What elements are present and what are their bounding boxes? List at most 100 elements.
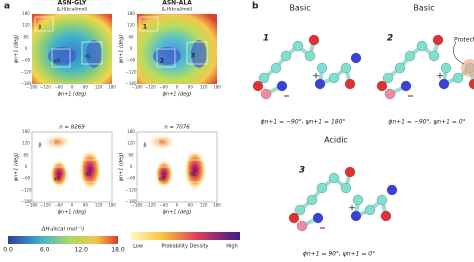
atom [404, 50, 416, 62]
region-label: 1 [143, 24, 147, 31]
region-box [34, 16, 54, 32]
colorbar-label: ΔHᵤ(kcal mol⁻¹) [41, 226, 85, 233]
density-blob [155, 160, 173, 188]
density-blob [148, 134, 176, 150]
atom [292, 40, 304, 52]
atom [386, 184, 398, 196]
y-tick-label: 180 [22, 129, 30, 134]
charge: + [348, 204, 356, 214]
x-tick-label: 60 [83, 85, 89, 90]
atom [276, 80, 288, 92]
x-tick-label: −120 [40, 85, 51, 90]
atom [432, 34, 444, 46]
y-tick-label: −60 [127, 58, 136, 63]
atom [252, 80, 264, 92]
y-tick-label: −180 [126, 199, 137, 204]
region-label: αR [54, 177, 61, 183]
protection-note: Protection [454, 37, 474, 44]
x-axis-label: ϕn+1 (deg) [58, 210, 87, 216]
protection-arrow [453, 41, 465, 65]
y-tick-label: 120 [22, 23, 30, 28]
region-box [81, 41, 103, 65]
region-box [81, 159, 103, 183]
plot-title: ASN-GLY [58, 0, 87, 7]
x-tick-label: −60 [159, 203, 168, 208]
density-blob [50, 160, 68, 188]
y-tick-label: 120 [22, 141, 30, 146]
x-tick-label: 180 [108, 203, 116, 208]
density-colorbar [130, 232, 240, 240]
region-label: αL [85, 172, 91, 178]
y-tick-label: 60 [128, 152, 134, 157]
structure-caption: ϕn+1 = −90°, ψn+1 = 180° [261, 119, 346, 126]
density-blob [184, 150, 206, 190]
atom [380, 210, 392, 222]
y-axis-label: ψn+1 (deg) [119, 35, 125, 64]
x-tick-label: 60 [83, 203, 89, 208]
y-axis-label: ψn+1 (deg) [119, 153, 125, 182]
region-box [156, 48, 176, 68]
y-tick-label: −180 [126, 81, 137, 86]
structure-number: 2 [387, 34, 393, 44]
atom [350, 210, 362, 222]
atom [294, 204, 306, 216]
region-label: 3 [191, 53, 195, 60]
colorbar-low: Low [133, 244, 143, 250]
y-tick-label: −60 [127, 176, 136, 181]
structure-number: 3 [299, 166, 305, 176]
heat-low [153, 47, 181, 65]
region-label: αL [85, 54, 91, 60]
panels: a ASN-GLYΔᵤH(kcal/mol)βαRαL−180−180−120−1… [3, 0, 474, 258]
y-tick-label: −60 [22, 176, 31, 181]
colorbar-tick: 18.0 [111, 247, 125, 254]
colorbar-tick: 12.0 [75, 247, 89, 254]
atom [328, 72, 340, 84]
atom [384, 88, 396, 100]
colorbar-label: Probability Density [161, 244, 208, 250]
y-tick-label: −120 [126, 187, 137, 192]
x-tick-label: 180 [213, 85, 221, 90]
colorbar-high: High [226, 244, 238, 250]
plot-title: ASN-ALA [162, 0, 192, 7]
region-label: β [38, 25, 41, 31]
x-tick-label: −60 [54, 203, 63, 208]
atom [344, 78, 356, 90]
panel-label: a [4, 2, 10, 12]
structure-number: 1 [263, 34, 269, 44]
atom [468, 78, 474, 90]
region-label: β [38, 143, 41, 149]
region-label: αL [190, 172, 196, 178]
x-tick-label: 180 [108, 85, 116, 90]
atom [352, 194, 364, 206]
y-tick-label: 60 [23, 152, 29, 157]
protection-halo [461, 59, 474, 77]
x-tick-label: 60 [188, 203, 194, 208]
x-axis-label: ϕn+1 (deg) [163, 92, 192, 98]
y-tick-label: 0 [25, 46, 28, 51]
atom [416, 40, 428, 52]
x-tick-label: 0 [71, 203, 74, 208]
atom [364, 204, 376, 216]
region-label: αR [54, 59, 61, 65]
y-tick-label: −60 [22, 58, 31, 63]
structure-caption: ϕn+1 = −90°, ψn+1 = 0° [388, 119, 465, 126]
region-box [186, 41, 208, 65]
region-box [139, 16, 159, 32]
x-tick-label: 120 [200, 203, 208, 208]
y-tick-label: 0 [130, 164, 133, 169]
region-box [51, 48, 71, 68]
x-tick-label: −60 [54, 85, 63, 90]
atom [376, 80, 388, 92]
y-axis-label: ψn+1 (deg) [14, 153, 20, 182]
x-tick-label: 0 [71, 85, 74, 90]
y-tick-label: 180 [127, 129, 135, 134]
atom [340, 182, 352, 194]
plot-title: n = 8269 [59, 125, 85, 131]
x-tick-label: −60 [159, 85, 168, 90]
y-tick-label: −120 [21, 187, 32, 192]
structure-title: Basic [289, 4, 310, 13]
region-box [51, 166, 71, 186]
y-tick-label: 60 [23, 34, 29, 39]
atom [328, 172, 340, 184]
